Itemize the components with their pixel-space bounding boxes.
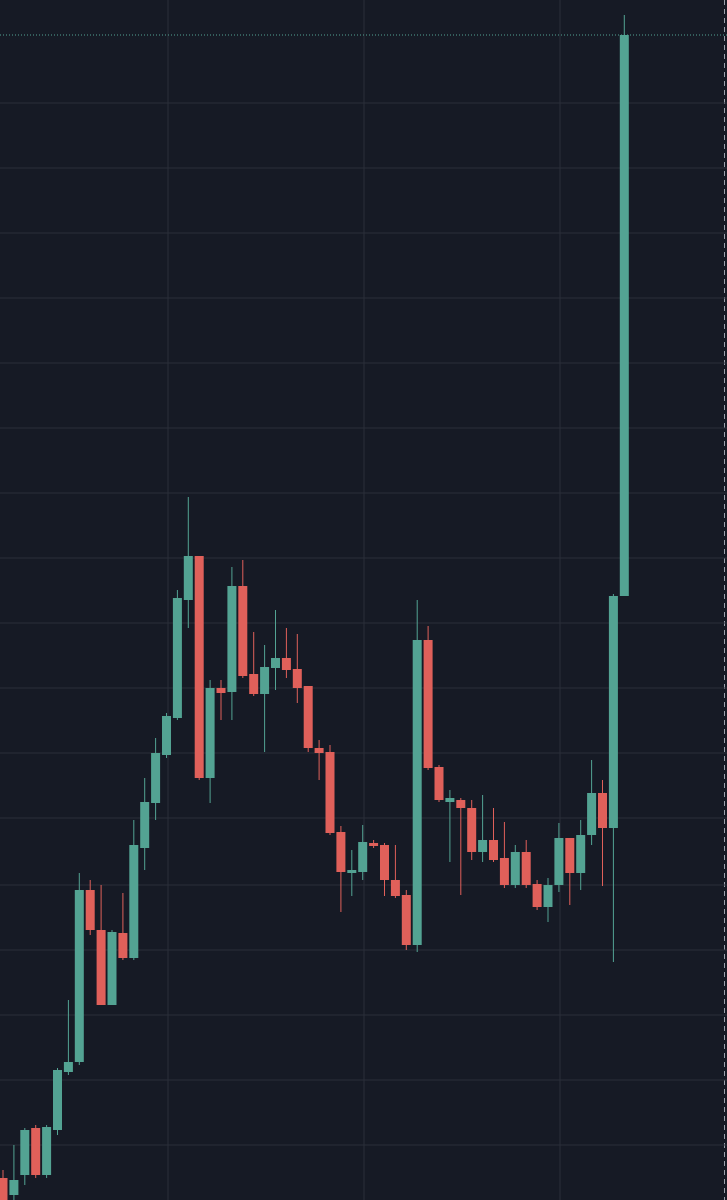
candle-body	[140, 802, 150, 848]
candle-body	[565, 838, 575, 873]
candle-body	[489, 840, 498, 860]
candle-body	[336, 832, 346, 872]
candle-body	[598, 793, 607, 828]
candle-body	[42, 1127, 52, 1175]
candle-body	[456, 800, 466, 808]
candle-body	[74, 890, 84, 1062]
candle-body	[31, 1128, 41, 1175]
candle-body	[96, 930, 106, 1005]
candle-body	[587, 793, 597, 835]
candle-body	[325, 752, 335, 833]
candle-body	[172, 598, 182, 718]
candle-body	[380, 845, 389, 880]
candle-body	[194, 556, 204, 778]
candle-body	[271, 658, 280, 668]
candle-body	[85, 890, 95, 930]
candle-body	[347, 870, 357, 873]
candle-body	[292, 669, 302, 688]
candle-body	[314, 748, 324, 753]
candle-body	[521, 852, 531, 885]
candle-body	[412, 640, 422, 945]
candle-body	[9, 1180, 19, 1195]
candle-body	[238, 586, 248, 676]
candle-body	[129, 845, 139, 958]
candle-body	[434, 767, 444, 800]
candle-body	[608, 596, 618, 828]
candle-body	[227, 586, 237, 692]
candle-body	[576, 835, 586, 873]
candle-body	[260, 667, 270, 694]
candle-body	[118, 933, 128, 958]
candle-body	[478, 840, 488, 852]
candle-body	[205, 688, 215, 778]
candle-body	[162, 716, 171, 755]
candle-body	[358, 842, 368, 872]
candle-body	[20, 1130, 30, 1175]
candle-body	[467, 808, 477, 852]
candle-body	[390, 880, 400, 896]
candle-body	[216, 688, 226, 693]
candle-body	[63, 1062, 73, 1072]
candle-body	[401, 895, 411, 945]
candle-body	[543, 885, 553, 907]
candle-body	[369, 843, 379, 846]
candle-body	[532, 884, 542, 907]
candle-body	[510, 852, 520, 885]
candle-body	[183, 556, 193, 600]
candle-body	[53, 1070, 62, 1130]
candle-body	[423, 640, 433, 768]
candle-body	[0, 1178, 8, 1200]
candle-body	[554, 838, 564, 885]
candle-body	[107, 932, 117, 1005]
candle-body	[249, 674, 259, 694]
candle-body	[499, 858, 509, 885]
candle-body	[151, 753, 161, 803]
candle-body	[619, 35, 629, 596]
candle-body	[281, 658, 291, 670]
candle-body	[445, 798, 455, 802]
candle-body	[303, 686, 313, 748]
